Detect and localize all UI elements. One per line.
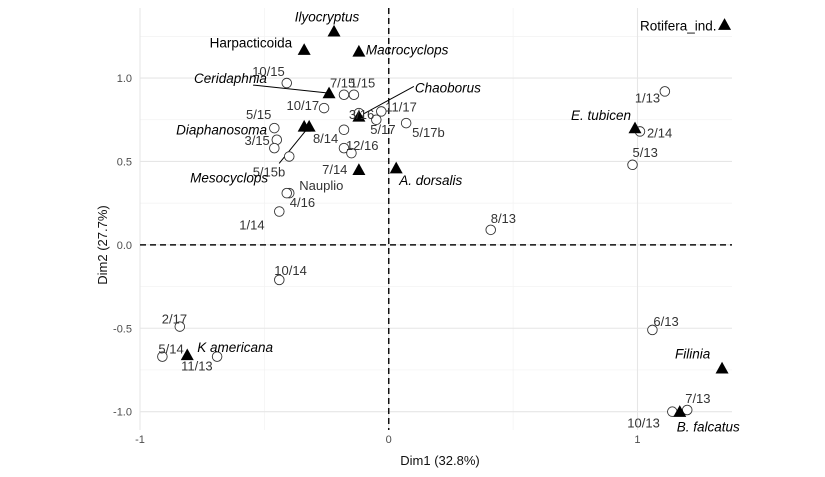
site-point (274, 274, 285, 286)
site-point (376, 106, 387, 117)
species-point (389, 161, 403, 174)
site-label: 10/13 (627, 416, 660, 431)
site-point (348, 89, 360, 100)
site-point (211, 351, 223, 362)
species-point (302, 119, 316, 132)
site-point (281, 187, 293, 199)
species-label: Harpacticoida (210, 36, 293, 51)
site-label: Nauplio (299, 178, 343, 193)
species-points (180, 18, 732, 417)
species-label: Filinia (675, 346, 711, 361)
species-point (297, 43, 311, 55)
species-label: Diaphanosoma (176, 122, 267, 137)
site-point (338, 124, 350, 136)
site-point (283, 151, 295, 162)
site-label: 2/14 (647, 125, 672, 140)
species-point (715, 361, 729, 374)
species-point (327, 24, 341, 37)
site-point (485, 224, 496, 236)
species-point (718, 18, 732, 30)
leader-line (358, 85, 415, 117)
site-point (371, 114, 382, 126)
site-point (659, 86, 671, 97)
site-point (269, 142, 280, 154)
y-tick-label: -0.5 (113, 323, 132, 335)
site-label: 5/17 (370, 122, 395, 137)
site-label: 2/17 (162, 312, 187, 327)
leader-line (252, 84, 330, 94)
site-point (338, 89, 350, 100)
species-label: E. tubicen (571, 108, 631, 123)
species-label: Ilyocryptus (295, 9, 360, 24)
species-label: Macrocyclops (366, 42, 449, 57)
species-label: B. falcatus (677, 420, 740, 435)
axis-tick-labels: -1 0 1 -1.0 -0.5 0.0 0.5 1.0 (113, 73, 641, 446)
site-label: 10/17 (287, 98, 320, 113)
x-tick-label: -1 (135, 434, 145, 446)
zero-reference-lines (140, 8, 732, 430)
site-label: 7/15 (330, 76, 355, 91)
x-tick-label: 0 (386, 434, 392, 446)
site-point (157, 351, 168, 362)
site-points (157, 77, 693, 417)
site-label: 5/17b (412, 125, 445, 140)
species-point (673, 405, 687, 417)
species-label: Rotifera_ind. (640, 19, 717, 34)
site-label: 8/14 (313, 131, 338, 146)
y-tick-label: 1.0 (117, 73, 132, 85)
site-point (400, 117, 412, 129)
site-point (174, 321, 186, 332)
site-label: 11/17 (385, 99, 417, 114)
species-label: K americana (197, 340, 273, 355)
site-label: 11/13 (181, 359, 213, 374)
species-point (352, 109, 366, 122)
species-label: Ceridaphnia (194, 71, 267, 86)
species-point (352, 163, 366, 175)
site-label: 1/13 (635, 90, 660, 105)
site-label: 5/13 (633, 145, 658, 160)
y-tick-label: 0.5 (117, 156, 132, 168)
species-label: Chaoborus (415, 80, 481, 95)
site-label: 12/16 (346, 138, 379, 153)
site-label: 5/15b (253, 164, 286, 179)
site-label: 10/14 (274, 263, 307, 278)
y-tick-label: 0.0 (117, 240, 132, 252)
species-point (322, 86, 336, 99)
site-label: 7/14 (322, 162, 347, 177)
species-point (628, 121, 642, 134)
site-point (281, 77, 293, 89)
site-point (318, 102, 330, 114)
y-axis-title: Dim2 (27.7%) (95, 205, 110, 284)
site-label: 5/14 (158, 342, 183, 357)
site-point (338, 142, 350, 154)
site-label: 5/15 (246, 107, 271, 122)
site-point (627, 159, 638, 171)
species-label: Mesocyclops (190, 170, 268, 185)
site-label: 8/13 (491, 211, 516, 226)
x-axis-title: Dim1 (32.8%) (400, 453, 479, 468)
species-label: A. dorsalis (398, 173, 462, 188)
site-label: 3/15 (244, 133, 269, 148)
species-point (180, 348, 194, 361)
site-label: 1/15 (350, 76, 375, 91)
site-point (647, 324, 658, 336)
site-label: 10/15 (252, 64, 285, 79)
point-labels: 10/15 7/151/15 10/17 3/16 11/17 5/17 5/17b 5/15… (158, 9, 740, 434)
site-label: 7/13 (685, 391, 710, 406)
site-point (274, 206, 285, 217)
y-tick-label: -1.0 (113, 407, 132, 419)
species-point (352, 44, 366, 57)
x-tick-label: 1 (634, 434, 640, 446)
site-point (346, 147, 357, 159)
site-label: 3/16 (349, 107, 374, 122)
site-point (269, 122, 280, 134)
site-label: 1/14 (239, 217, 264, 232)
site-label: 4/16 (290, 195, 315, 210)
site-label: 6/13 (653, 314, 678, 329)
